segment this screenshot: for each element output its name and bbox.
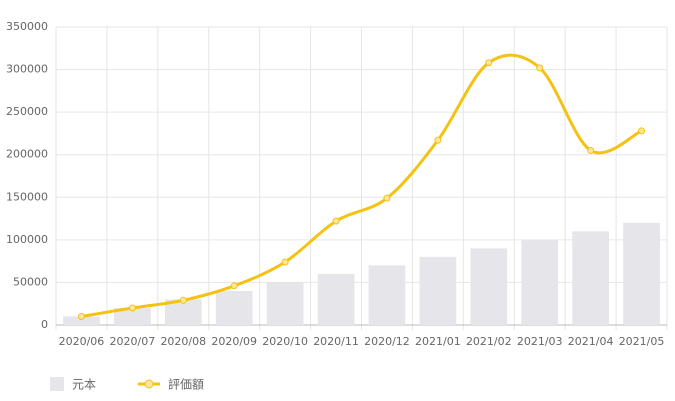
y-tick-label: 100000: [6, 233, 48, 246]
y-tick-label: 50000: [13, 275, 48, 288]
bar: [317, 273, 355, 325]
legend-swatch: [50, 377, 64, 391]
x-tick-label: 2021/01: [415, 335, 461, 348]
bar: [623, 222, 660, 325]
x-tick-label: 2021/05: [619, 335, 665, 348]
x-tick-label: 2020/07: [110, 335, 156, 348]
point: [332, 217, 340, 225]
x-tick-label: 2021/03: [517, 335, 563, 348]
x-tick-label: 2020/06: [59, 335, 105, 348]
x-tick-label: 2020/08: [160, 335, 206, 348]
bar: [368, 265, 406, 325]
point: [485, 59, 493, 67]
point: [128, 304, 136, 312]
bar: [215, 290, 253, 325]
legend-item: 元本: [50, 377, 96, 392]
bar: [572, 231, 609, 325]
legend-label: 評価額: [168, 377, 204, 392]
x-tick-label: 2021/04: [568, 335, 614, 348]
point: [383, 194, 391, 202]
x-tick-label: 2020/10: [262, 335, 308, 348]
legend-swatch-point: [144, 379, 154, 389]
x-tick-label: 2020/09: [211, 335, 257, 348]
bar: [419, 256, 457, 325]
y-tick-label: 300000: [6, 63, 48, 76]
x-tick-label: 2021/02: [466, 335, 512, 348]
y-tick-label: 150000: [6, 190, 48, 203]
point: [281, 258, 289, 266]
y-tick-label: 250000: [6, 105, 48, 118]
point: [434, 136, 442, 144]
point: [536, 64, 544, 72]
bar: [521, 239, 559, 325]
legend-item: 評価額: [138, 377, 204, 392]
bar: [266, 282, 304, 325]
legend-label: 元本: [72, 378, 96, 392]
y-tick-label: 0: [41, 318, 48, 331]
bar: [63, 316, 100, 325]
bar: [114, 307, 151, 325]
point: [179, 296, 187, 304]
point: [230, 282, 238, 290]
point: [77, 312, 85, 320]
x-tick-label: 2020/11: [313, 335, 359, 348]
y-tick-label: 350000: [6, 20, 48, 33]
point: [587, 146, 595, 154]
point: [638, 127, 646, 135]
y-tick-label: 200000: [6, 148, 48, 161]
bar: [470, 248, 508, 325]
x-tick-label: 2020/12: [364, 335, 410, 348]
